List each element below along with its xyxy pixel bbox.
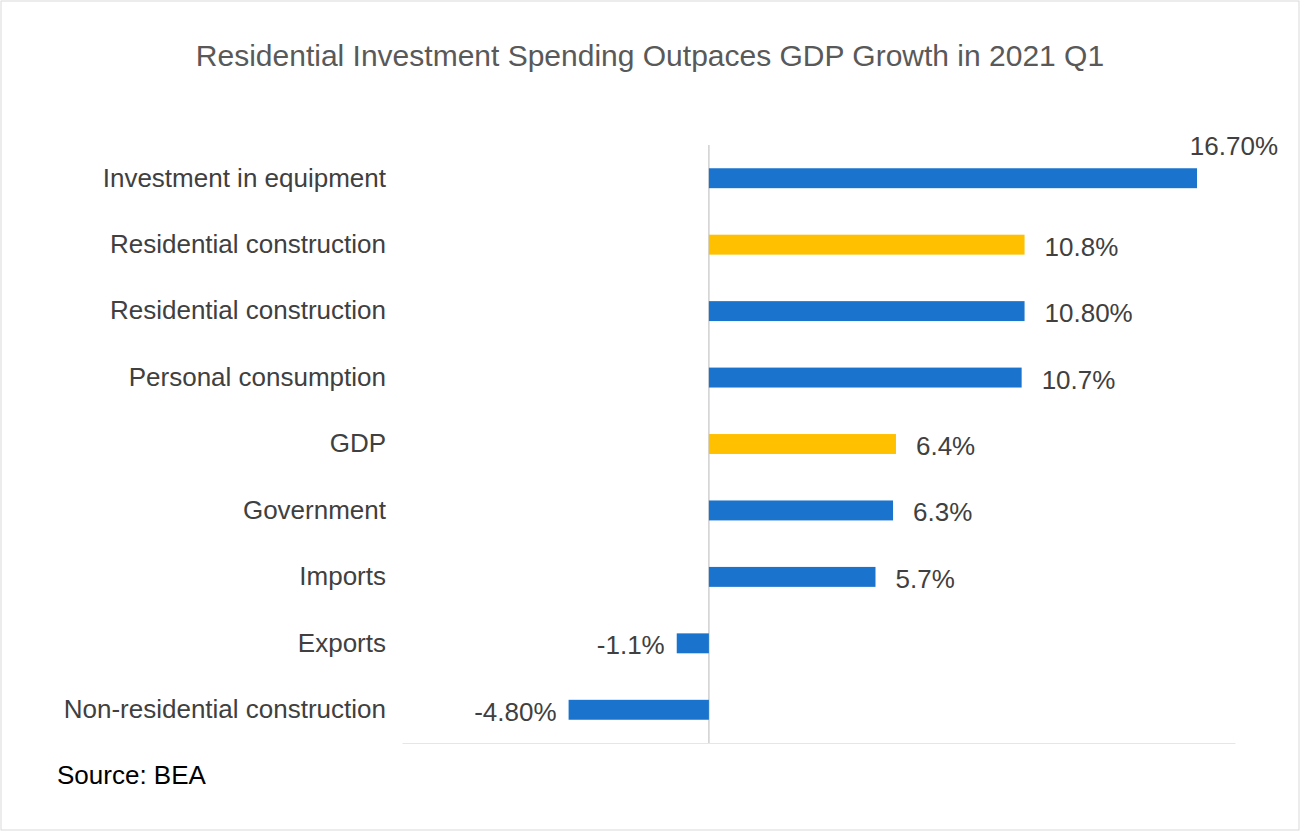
bars bbox=[569, 168, 1197, 719]
data-labels: 16.70% 10.8% 10.80% 10.7% 6.4% 6.3% 5.7% -1.1% -… bbox=[474, 131, 1278, 727]
data-label: 10.8% bbox=[1045, 232, 1119, 262]
title: Residential Investment Spending Outpaces… bbox=[196, 39, 1104, 72]
bar bbox=[677, 633, 709, 653]
y-tick: Exports bbox=[298, 628, 386, 658]
data-label: -1.1% bbox=[597, 630, 665, 660]
y-tick-label: Residential construction bbox=[110, 229, 386, 259]
bar bbox=[709, 301, 1025, 321]
y-tick: Personal consumption bbox=[129, 362, 386, 392]
data-label: 6.3% bbox=[913, 497, 972, 527]
y-tick: GDP bbox=[330, 428, 386, 458]
data-label: 6.4% bbox=[916, 431, 975, 461]
data-label: 10.7% bbox=[1042, 365, 1116, 395]
y-tick: Residential construction bbox=[110, 295, 386, 325]
y-tick-label: Government bbox=[243, 495, 387, 525]
y-tick-label: Non-residential construction bbox=[64, 694, 386, 724]
y-tick: Investment in equipment bbox=[103, 163, 387, 193]
y-tick-label: GDP bbox=[330, 428, 386, 458]
y-tick: Imports bbox=[299, 561, 386, 591]
data-label: 5.7% bbox=[895, 564, 954, 594]
y-tick-label: Investment in equipment bbox=[103, 163, 387, 193]
bar bbox=[709, 168, 1197, 188]
y-tick: Residential construction bbox=[110, 229, 386, 259]
x-axis bbox=[403, 743, 1236, 745]
chart: Residential Investment Spending Outpaces… bbox=[0, 0, 1300, 831]
data-label: 16.70% bbox=[1190, 131, 1278, 161]
bar bbox=[709, 368, 1022, 388]
bar bbox=[709, 235, 1025, 255]
data-label: 10.80% bbox=[1045, 298, 1133, 328]
y-axis: Investment in equipment Residential const… bbox=[64, 163, 387, 725]
bar bbox=[709, 434, 896, 454]
bar bbox=[709, 567, 876, 587]
x-axis-line bbox=[403, 743, 1236, 744]
bar bbox=[569, 700, 709, 720]
y-tick-label: Personal consumption bbox=[129, 362, 386, 392]
source: Source: BEA bbox=[57, 760, 207, 790]
y-tick-label: Exports bbox=[298, 628, 386, 658]
y-tick-label: Residential construction bbox=[110, 295, 386, 325]
chart-frame bbox=[1, 1, 1299, 830]
bar bbox=[709, 500, 893, 520]
y-tick-label: Imports bbox=[299, 561, 386, 591]
data-label: -4.80% bbox=[474, 697, 556, 727]
y-tick: Non-residential construction bbox=[64, 694, 386, 724]
y-tick: Government bbox=[243, 495, 387, 525]
